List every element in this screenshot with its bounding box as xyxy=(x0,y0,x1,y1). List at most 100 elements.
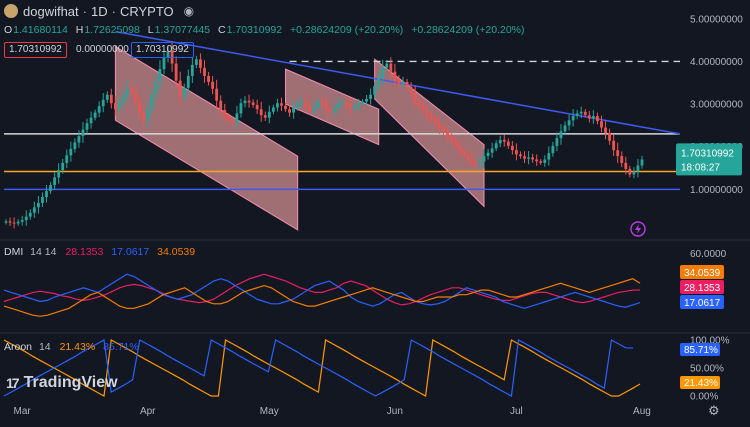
candle-body xyxy=(381,67,385,78)
aroon-down-value: 21.43% xyxy=(59,341,96,353)
candle-body xyxy=(259,109,263,116)
candle-body xyxy=(247,100,251,103)
symbol-name[interactable]: dogwifhat xyxy=(23,3,79,19)
current-price-label: 1.70310992 xyxy=(681,148,734,159)
candle-body xyxy=(194,59,198,65)
price-axis-tick: 5.00000000 xyxy=(690,14,743,25)
candle-body xyxy=(211,81,215,89)
time-axis-tick: May xyxy=(260,406,279,417)
candle-body xyxy=(20,220,24,222)
candle-body xyxy=(539,161,543,163)
candle-body xyxy=(186,75,190,88)
candle-body xyxy=(154,81,158,95)
header-separator: · xyxy=(111,3,116,19)
candle-body xyxy=(61,162,65,171)
candle-body xyxy=(474,162,478,165)
aroon-axis-tick: 0.00% xyxy=(690,392,718,403)
ohlc-high-label: H xyxy=(75,24,84,36)
candle-body xyxy=(632,171,636,175)
candle-body xyxy=(332,108,336,112)
tradingview-logo[interactable]: 17 TradingView xyxy=(6,374,118,392)
candle-body xyxy=(531,157,535,160)
eye-icon[interactable]: ◉ xyxy=(183,4,195,18)
candle-body xyxy=(16,221,20,224)
ohlc-open-value: 1.41680114 xyxy=(13,24,68,36)
candle-body xyxy=(235,113,239,123)
dmi-value-badge-label: 17.0617 xyxy=(684,298,721,309)
countdown-label: 18:08:27 xyxy=(681,162,720,173)
dmi-series-line xyxy=(3,278,641,317)
ohlc-open-label: O xyxy=(4,24,13,36)
candle-body xyxy=(389,63,393,72)
candle-body xyxy=(494,143,498,149)
aroon-series-line xyxy=(3,339,633,397)
dmi-params: 14 14 xyxy=(30,246,57,258)
interval-label[interactable]: 1D xyxy=(91,3,108,19)
candle-body xyxy=(77,136,81,143)
price-axis-tick: 3.00000000 xyxy=(690,100,743,111)
price-axis-tick: 1.00000000 xyxy=(690,185,743,196)
candle-body xyxy=(118,101,121,110)
candle-body xyxy=(203,67,206,76)
candle-body xyxy=(498,139,502,144)
sell-price-tag[interactable]: 1.70310992 xyxy=(4,42,67,58)
candle-body xyxy=(377,77,381,87)
candle-body xyxy=(207,75,210,82)
candle-body xyxy=(239,103,243,114)
candle-body xyxy=(316,101,320,108)
symbol-header[interactable]: dogwifhat · 1D · CRYPTO ◉ xyxy=(0,0,194,22)
buy-price-tag[interactable]: 1.70310992 xyxy=(131,42,194,58)
candle-body xyxy=(146,110,150,122)
candle-body xyxy=(523,156,526,159)
candle-body xyxy=(502,139,506,142)
aroon-up-badge-label: 85.71% xyxy=(684,345,718,356)
candle-body xyxy=(620,156,624,163)
aroon-params: 14 xyxy=(38,341,51,353)
settings-gear-icon[interactable]: ⚙ xyxy=(708,403,720,418)
candle-body xyxy=(158,69,162,82)
current-price-badge xyxy=(676,143,742,176)
candle-body xyxy=(344,101,348,105)
candle-body xyxy=(328,108,332,112)
candle-body xyxy=(12,222,16,224)
time-axis-tick: Aug xyxy=(633,406,651,417)
aroon-legend[interactable]: Aroon 14 21.43% 85.71% xyxy=(4,341,139,353)
dmi-value-badge-label: 34.0539 xyxy=(684,268,721,279)
candle-body xyxy=(36,203,40,208)
candle-body xyxy=(409,87,413,93)
candle-body xyxy=(292,107,296,113)
ohlc-close-label: C xyxy=(218,24,226,36)
candle-body xyxy=(263,115,267,118)
candle-body xyxy=(340,101,344,105)
candle-body xyxy=(567,120,571,126)
candle-body xyxy=(41,197,44,204)
candle-body xyxy=(97,106,101,113)
candle-body xyxy=(575,113,579,117)
candle-body xyxy=(571,116,575,121)
candle-body xyxy=(417,101,421,107)
candle-body xyxy=(393,71,397,80)
candle-body xyxy=(162,57,166,70)
ohlc-low-value: 1.37077445 xyxy=(154,24,211,36)
time-axis-tick: Jul xyxy=(510,406,523,417)
candle-body xyxy=(429,115,433,120)
tradingview-wordmark: TradingView xyxy=(23,374,118,391)
candle-body xyxy=(458,145,462,151)
candle-body xyxy=(616,150,620,157)
candle-body xyxy=(442,127,445,132)
aroon-down-badge-label: 21.43% xyxy=(684,378,718,389)
dmi-legend[interactable]: DMI 14 14 28.1353 17.0617 34.0539 xyxy=(4,246,195,258)
candle-body xyxy=(300,101,304,104)
candle-body xyxy=(587,115,591,119)
candle-body xyxy=(142,113,146,122)
dmi-plus-di-value: 34.0539 xyxy=(157,246,196,258)
candle-body xyxy=(559,131,563,139)
descending-channel xyxy=(114,45,299,231)
descending-channel xyxy=(285,68,380,146)
candle-body xyxy=(150,94,154,111)
ohlc-change: +0.28624209 (+20.20%) xyxy=(290,24,404,36)
candle-body xyxy=(438,123,441,128)
candle-body xyxy=(352,106,356,109)
candle-body xyxy=(122,94,125,102)
